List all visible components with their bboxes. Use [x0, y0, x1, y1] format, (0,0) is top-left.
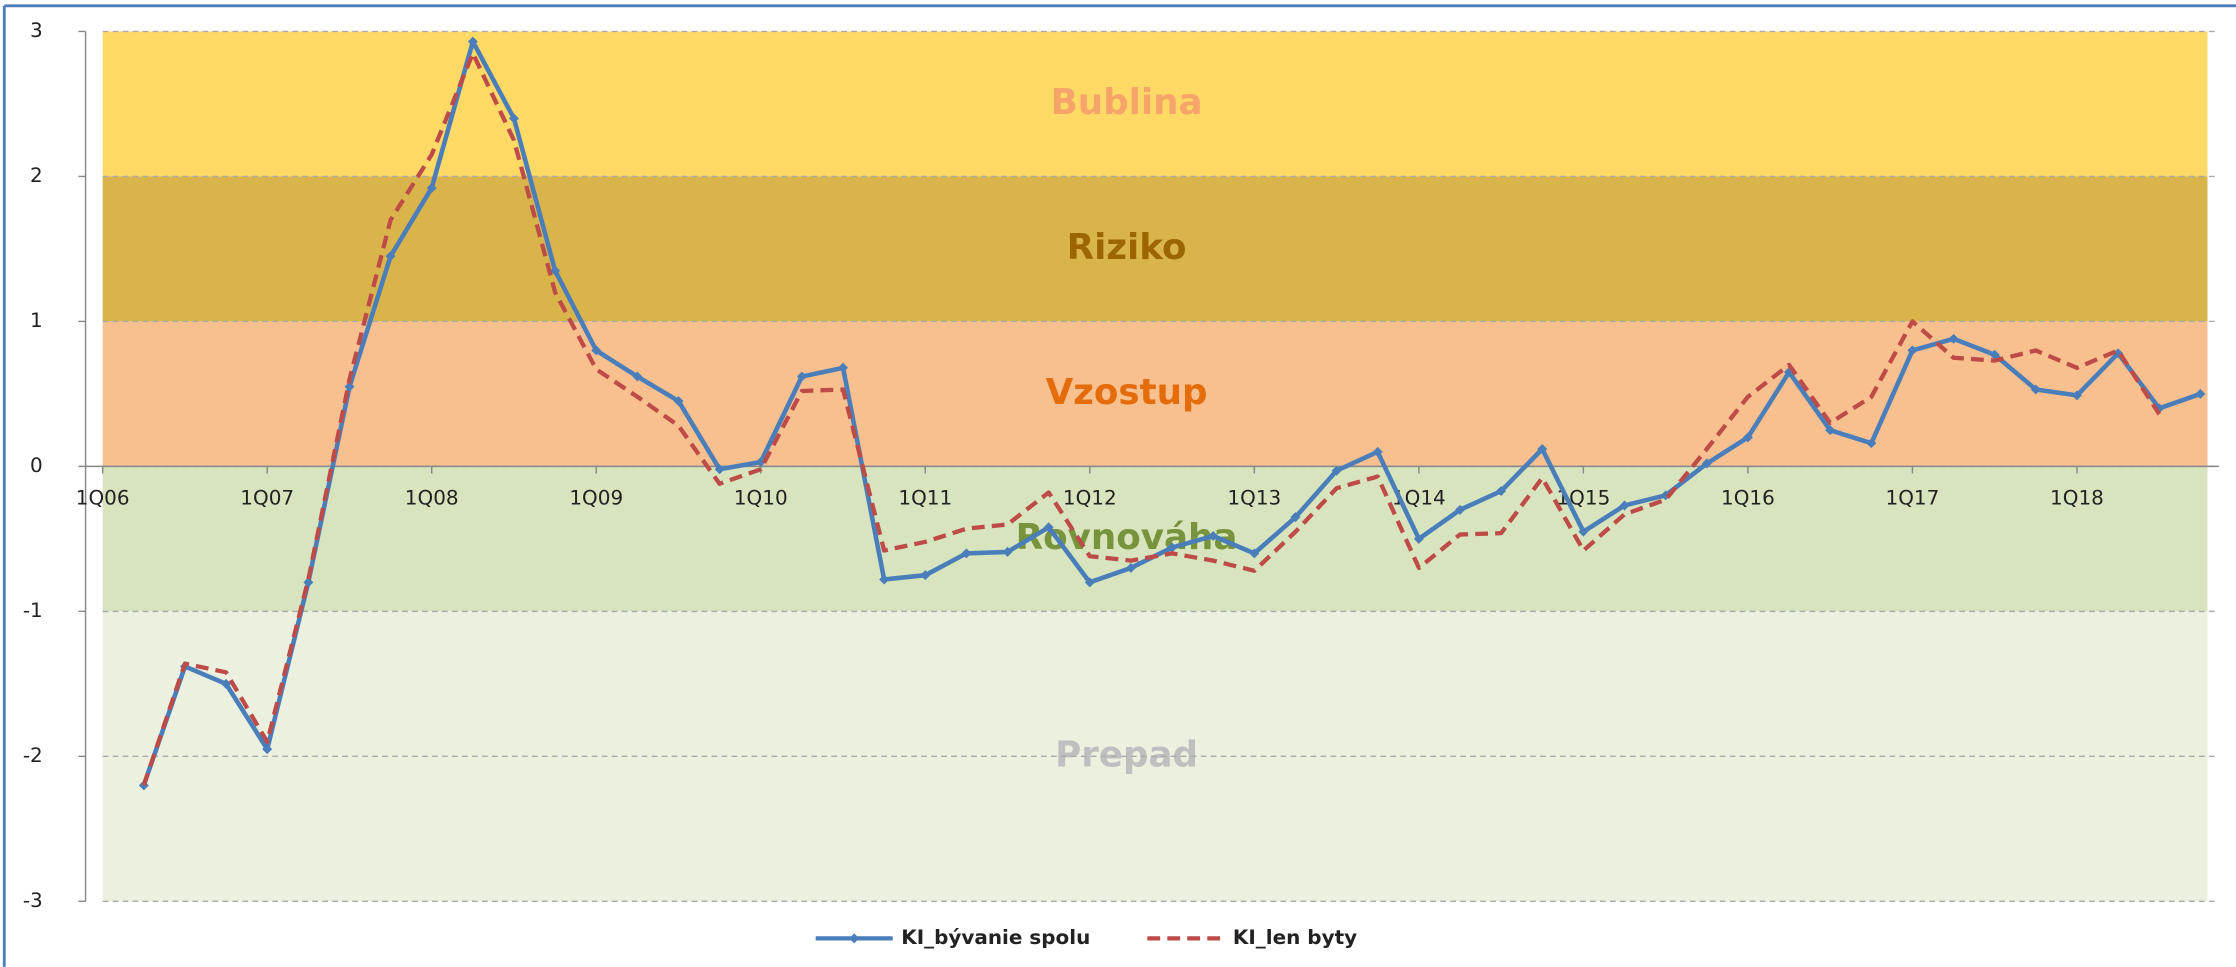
- series-marker: [550, 265, 561, 276]
- x-tick-label: 1Q07: [240, 486, 294, 510]
- series-marker: [2195, 388, 2206, 399]
- y-tick-label: 3: [30, 18, 43, 42]
- series-marker: [2071, 390, 2082, 401]
- x-tick-label: 1Q11: [898, 486, 952, 510]
- series-marker: [1413, 533, 1424, 544]
- series-marker: [1084, 577, 1095, 588]
- series-marker: [426, 183, 437, 194]
- series-marker: [2113, 348, 2124, 359]
- series-marker: [1989, 349, 2000, 360]
- zone-label: Bublina: [1051, 82, 1203, 123]
- series-marker: [714, 464, 725, 475]
- series-marker: [1002, 546, 1013, 557]
- y-tick-label: 0: [30, 453, 43, 477]
- x-tick-label: 1Q13: [1227, 486, 1281, 510]
- series-marker: [1948, 333, 1959, 344]
- series-marker: [755, 457, 766, 468]
- zone-label: Vzostup: [1046, 372, 1208, 413]
- series-marker: [591, 345, 602, 356]
- series-marker: [961, 548, 972, 559]
- x-tick-label: 1Q17: [1886, 486, 1940, 510]
- y-tick-label: -2: [23, 743, 43, 767]
- y-tick-label: -1: [23, 598, 43, 622]
- series-marker: [1701, 458, 1712, 469]
- series-marker: [1866, 438, 1877, 449]
- y-tick-label: -3: [23, 888, 43, 912]
- zone-band: [102, 466, 2208, 612]
- x-tick-label: 1Q10: [734, 486, 788, 510]
- legend-marker: [849, 933, 860, 944]
- series-marker: [344, 381, 355, 392]
- x-tick-label: 1Q16: [1721, 486, 1775, 510]
- x-tick-label: 1Q14: [1392, 486, 1446, 510]
- series-marker: [508, 113, 519, 124]
- series-marker: [1825, 425, 1836, 436]
- legend-label: KI_bývanie spolu: [901, 925, 1090, 949]
- y-tick-label: 1: [30, 308, 43, 332]
- series-marker: [1043, 522, 1054, 533]
- series-marker: [1578, 526, 1589, 537]
- x-tick-label: 1Q12: [1063, 486, 1117, 510]
- series-marker: [920, 570, 931, 581]
- series-marker: [262, 744, 273, 755]
- zone-band: [102, 321, 2208, 467]
- y-tick-label: 2: [30, 163, 43, 187]
- x-tick-label: 1Q06: [76, 486, 130, 510]
- series-marker: [1742, 432, 1753, 443]
- series-marker: [1496, 486, 1507, 497]
- zone-label: Riziko: [1067, 227, 1187, 268]
- series-marker: [467, 36, 478, 47]
- series-marker: [1537, 443, 1548, 454]
- series-marker: [1249, 548, 1260, 559]
- series-marker: [796, 371, 807, 382]
- zone-label: Prepad: [1055, 734, 1198, 775]
- series-marker: [838, 362, 849, 373]
- legend-label: KI_len byty: [1233, 925, 1357, 949]
- series-marker: [673, 396, 684, 407]
- x-tick-label: 1Q08: [405, 486, 459, 510]
- zone-band: [102, 176, 2208, 322]
- series-marker: [221, 678, 232, 689]
- series-marker: [2030, 384, 2041, 395]
- x-tick-label: 1Q09: [569, 486, 623, 510]
- series-marker: [1290, 512, 1301, 523]
- x-tick-label: 1Q18: [2050, 486, 2104, 510]
- series-line: [141, 51, 2162, 787]
- series-marker: [879, 574, 890, 585]
- series-marker: [385, 251, 396, 262]
- series-marker: [1208, 530, 1219, 541]
- series-marker: [303, 577, 314, 588]
- series-marker: [1907, 345, 1918, 356]
- series-marker: [632, 371, 643, 382]
